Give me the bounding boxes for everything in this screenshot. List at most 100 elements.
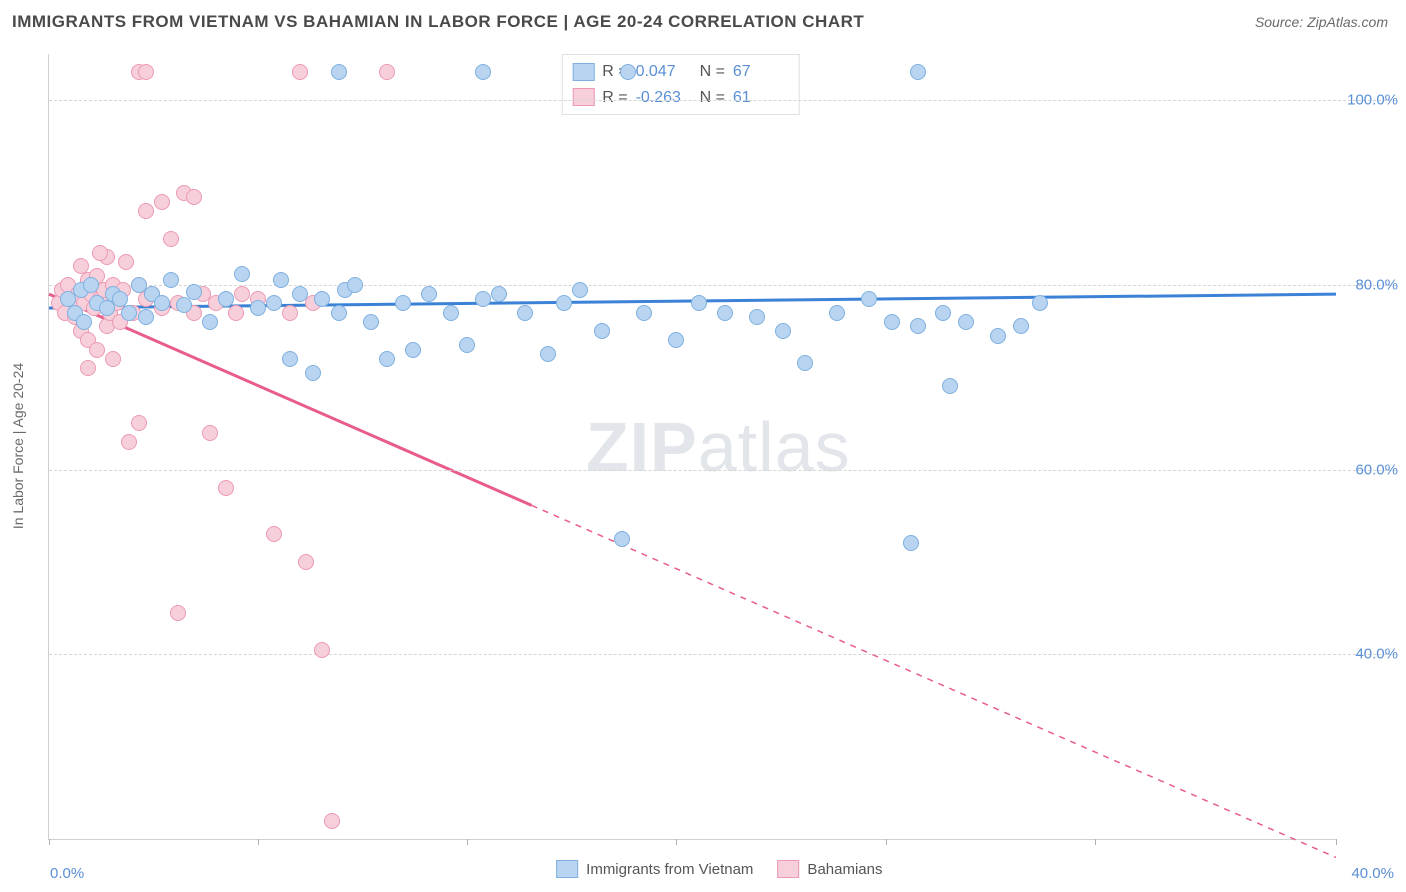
x-axis-max-label: 40.0% [1351, 865, 1394, 882]
scatter-point [273, 272, 289, 288]
scatter-point [379, 351, 395, 367]
gridline [49, 100, 1396, 101]
scatter-point [910, 318, 926, 334]
legend-series-item: Bahamians [777, 860, 882, 878]
scatter-point [138, 309, 154, 325]
scatter-point [154, 194, 170, 210]
x-tick [258, 839, 259, 845]
scatter-point [80, 360, 96, 376]
scatter-point [1013, 318, 1029, 334]
scatter-point [266, 526, 282, 542]
scatter-point [218, 291, 234, 307]
x-tick [886, 839, 887, 845]
scatter-point [594, 323, 610, 339]
chart-source: Source: ZipAtlas.com [1255, 14, 1388, 30]
scatter-point [218, 480, 234, 496]
gridline [49, 285, 1396, 286]
chart-header: IMMIGRANTS FROM VIETNAM VS BAHAMIAN IN L… [0, 0, 1406, 40]
scatter-point [298, 554, 314, 570]
scatter-point [228, 305, 244, 321]
x-tick [676, 839, 677, 845]
scatter-point [118, 254, 134, 270]
scatter-point [305, 365, 321, 381]
chart-title: IMMIGRANTS FROM VIETNAM VS BAHAMIAN IN L… [12, 12, 864, 32]
scatter-point [379, 64, 395, 80]
scatter-point [121, 305, 137, 321]
y-axis-label: In Labor Force | Age 20-24 [10, 363, 26, 529]
y-tick-label: 40.0% [1355, 646, 1398, 663]
scatter-point [324, 813, 340, 829]
scatter-point [186, 189, 202, 205]
legend-series-item: Immigrants from Vietnam [556, 860, 753, 878]
legend-swatch [572, 88, 594, 106]
legend-stat-row: R =0.047N =67 [572, 59, 789, 85]
scatter-point [517, 305, 533, 321]
scatter-point [797, 355, 813, 371]
scatter-point [131, 415, 147, 431]
scatter-point [282, 305, 298, 321]
scatter-point [636, 305, 652, 321]
scatter-point [170, 605, 186, 621]
scatter-point [884, 314, 900, 330]
r-value: -0.263 [636, 85, 692, 111]
legend-swatch [572, 63, 594, 81]
scatter-point [138, 64, 154, 80]
n-label: N = [700, 85, 725, 111]
scatter-point [314, 642, 330, 658]
scatter-point [749, 309, 765, 325]
scatter-point [331, 64, 347, 80]
scatter-point [234, 286, 250, 302]
scatter-point [347, 277, 363, 293]
scatter-point [443, 305, 459, 321]
scatter-point [540, 346, 556, 362]
gridline [49, 654, 1396, 655]
scatter-point [942, 378, 958, 394]
scatter-point [556, 295, 572, 311]
scatter-point [105, 351, 121, 367]
scatter-point [620, 64, 636, 80]
x-tick [1095, 839, 1096, 845]
scatter-point [202, 425, 218, 441]
scatter-point [829, 305, 845, 321]
scatter-point [202, 314, 218, 330]
y-tick-label: 60.0% [1355, 461, 1398, 478]
y-tick-label: 100.0% [1347, 92, 1398, 109]
scatter-point [691, 295, 707, 311]
scatter-point [717, 305, 733, 321]
scatter-point [614, 531, 630, 547]
gridline [49, 470, 1396, 471]
scatter-point [163, 272, 179, 288]
scatter-point [475, 291, 491, 307]
scatter-point [459, 337, 475, 353]
scatter-point [421, 286, 437, 302]
scatter-point [154, 295, 170, 311]
scatter-point [491, 286, 507, 302]
scatter-point [186, 284, 202, 300]
scatter-point [282, 351, 298, 367]
y-tick-label: 80.0% [1355, 276, 1398, 293]
n-value: 67 [733, 59, 789, 85]
trend-lines-layer [49, 54, 1336, 839]
scatter-point [314, 291, 330, 307]
scatter-point [903, 535, 919, 551]
n-label: N = [700, 59, 725, 85]
scatter-point [163, 231, 179, 247]
scatter-point [138, 203, 154, 219]
scatter-point [234, 266, 250, 282]
n-value: 61 [733, 85, 789, 111]
scatter-point [92, 245, 108, 261]
scatter-point [990, 328, 1006, 344]
scatter-point [250, 300, 266, 316]
scatter-point [395, 295, 411, 311]
series-legend: Immigrants from Vietnam Bahamians [556, 860, 882, 878]
scatter-point [405, 342, 421, 358]
scatter-point [775, 323, 791, 339]
legend-series-label: Immigrants from Vietnam [586, 861, 753, 878]
x-axis-min-label: 0.0% [50, 865, 84, 882]
scatter-point [121, 434, 137, 450]
scatter-point [89, 342, 105, 358]
scatter-point [76, 314, 92, 330]
x-tick [1336, 839, 1337, 845]
chart-plot-area: ZIPatlas R =0.047N =67R =-0.263N =61 40.… [48, 54, 1336, 840]
scatter-point [910, 64, 926, 80]
